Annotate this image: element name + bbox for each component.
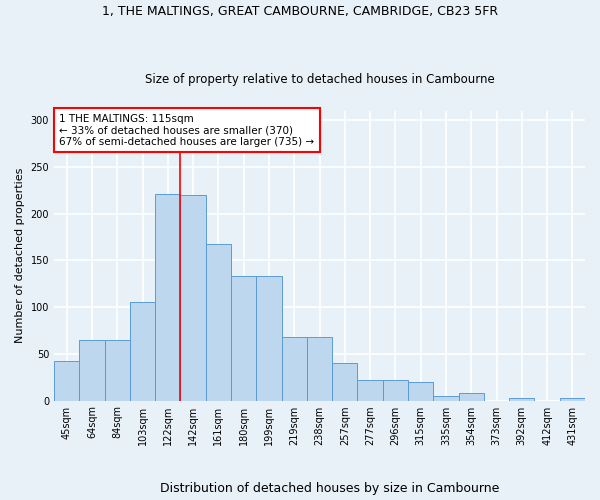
Bar bbox=[281, 337, 307, 400]
Bar bbox=[307, 337, 332, 400]
Bar bbox=[130, 302, 155, 400]
Bar bbox=[358, 380, 383, 400]
Bar bbox=[509, 398, 535, 400]
Bar bbox=[79, 340, 104, 400]
Bar bbox=[181, 195, 206, 400]
Bar bbox=[231, 276, 256, 400]
Bar bbox=[54, 362, 79, 401]
Bar bbox=[383, 380, 408, 400]
Y-axis label: Number of detached properties: Number of detached properties bbox=[15, 168, 25, 344]
Text: Distribution of detached houses by size in Cambourne: Distribution of detached houses by size … bbox=[160, 482, 500, 495]
Bar bbox=[332, 363, 358, 401]
Bar bbox=[155, 194, 181, 400]
Bar bbox=[206, 244, 231, 400]
Bar bbox=[256, 276, 281, 400]
Bar bbox=[408, 382, 433, 400]
Text: 1, THE MALTINGS, GREAT CAMBOURNE, CAMBRIDGE, CB23 5FR: 1, THE MALTINGS, GREAT CAMBOURNE, CAMBRI… bbox=[102, 5, 498, 18]
Bar bbox=[560, 398, 585, 400]
Title: Size of property relative to detached houses in Cambourne: Size of property relative to detached ho… bbox=[145, 73, 494, 86]
Text: 1 THE MALTINGS: 115sqm
← 33% of detached houses are smaller (370)
67% of semi-de: 1 THE MALTINGS: 115sqm ← 33% of detached… bbox=[59, 114, 314, 147]
Bar bbox=[433, 396, 458, 400]
Bar bbox=[104, 340, 130, 400]
Bar bbox=[458, 393, 484, 400]
